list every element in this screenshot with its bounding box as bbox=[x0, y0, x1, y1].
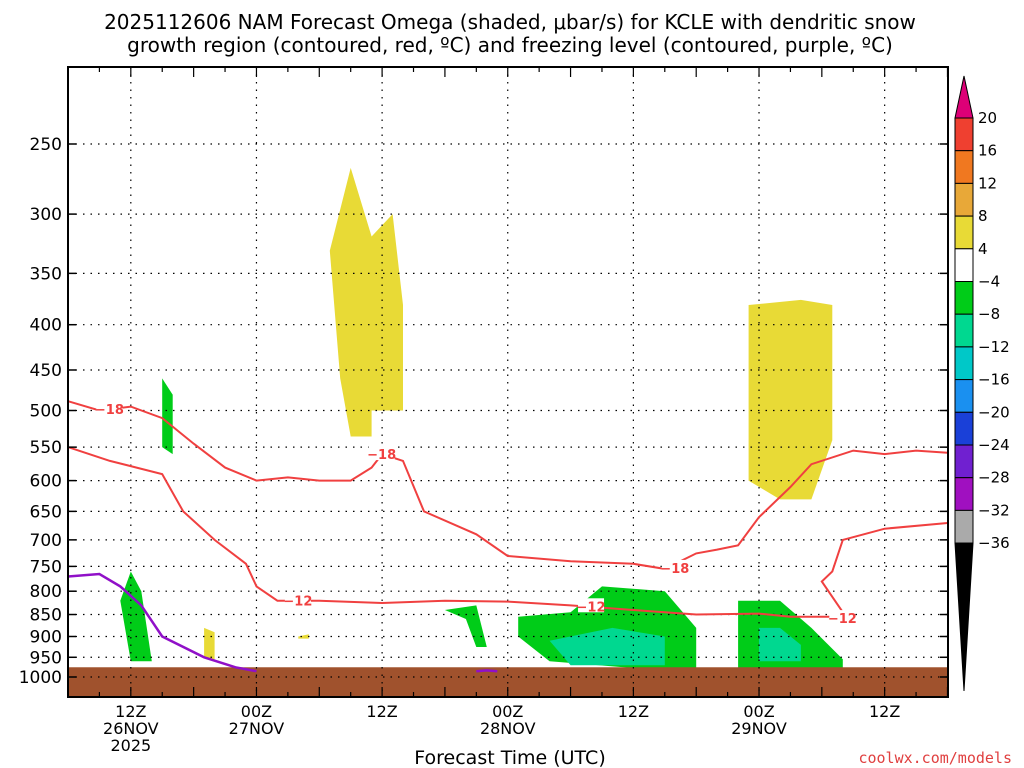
dgz-contour bbox=[67, 446, 948, 618]
colorbar-tick-label: −32 bbox=[978, 501, 1010, 519]
x-tick-label: 00Z bbox=[241, 702, 272, 721]
x-tick-label: 28NOV bbox=[480, 719, 536, 738]
colorbar-segment bbox=[954, 150, 974, 184]
colorbar-bottom-arrow bbox=[954, 542, 974, 692]
y-tick-label: 850 bbox=[30, 606, 62, 626]
colorbar-segment bbox=[954, 477, 974, 511]
colorbar: 20 16 12 8 4 −4 −8 −12 −16 −20 −24 −28 −32 −36 bbox=[954, 75, 1010, 692]
colorbar-tick-label: −16 bbox=[978, 371, 1010, 389]
y-tick-label: 950 bbox=[30, 648, 62, 668]
dgz-contour-label: −18 bbox=[660, 562, 689, 577]
freezing-level-contour bbox=[476, 669, 498, 673]
omega-region bbox=[759, 627, 801, 662]
colorbar-segment bbox=[954, 215, 974, 250]
x-tick-label: 2025 bbox=[110, 736, 151, 755]
colorbar-segment bbox=[954, 509, 974, 544]
x-axis-label: Forecast Time (UTC) bbox=[414, 747, 605, 768]
omega-region bbox=[444, 605, 487, 647]
colorbar-segment bbox=[954, 313, 974, 348]
colorbar-segment bbox=[954, 182, 974, 217]
chart-title-line-1: 2025112606 NAM Forecast Omega (shaded, μ… bbox=[104, 10, 916, 34]
colorbar-top-arrow bbox=[954, 75, 974, 119]
y-tick-label: 550 bbox=[30, 438, 62, 458]
y-tick-label: 600 bbox=[30, 472, 62, 492]
x-tick-label: 00Z bbox=[492, 702, 523, 721]
x-tick-label: 29NOV bbox=[731, 719, 787, 738]
colorbar-segment bbox=[954, 248, 974, 283]
colorbar-tick-label: 16 bbox=[978, 142, 997, 160]
plot-area: −18 −18 −18 −12 −12 −12 250 300 350 400 450 500 550 6… bbox=[19, 66, 949, 755]
colorbar-tick-label: −24 bbox=[978, 436, 1010, 454]
colorbar-segment bbox=[954, 411, 974, 446]
colorbar-segment bbox=[954, 117, 974, 152]
omega-region bbox=[549, 627, 665, 666]
colorbar-tick-label: 4 bbox=[978, 240, 988, 258]
omega-region bbox=[329, 167, 403, 437]
omega-region bbox=[120, 571, 152, 662]
y-tick-label: 900 bbox=[30, 627, 62, 647]
credit-text: coolwx.com/models bbox=[858, 749, 1012, 767]
colorbar-tick-label: −4 bbox=[978, 273, 1000, 291]
dgz-contour-label: −12 bbox=[577, 600, 606, 615]
dgz-contour-label: −18 bbox=[367, 448, 396, 463]
y-tick-label: 650 bbox=[30, 502, 62, 522]
contour-label-bg bbox=[661, 559, 688, 574]
contour-label-bg bbox=[284, 592, 311, 607]
y-tick-label: 750 bbox=[30, 557, 62, 577]
colorbar-tick-label: −36 bbox=[978, 534, 1010, 552]
dgz-contour bbox=[67, 400, 948, 570]
y-tick-label: 700 bbox=[30, 531, 62, 551]
colorbar-tick-label: −8 bbox=[978, 305, 1000, 323]
freezing-level-contour bbox=[67, 572, 257, 673]
omega-region bbox=[204, 627, 215, 662]
x-tick-label: 00Z bbox=[743, 702, 774, 721]
y-tick-label: 500 bbox=[30, 402, 62, 422]
y-tick-label: 350 bbox=[30, 264, 62, 284]
colorbar-segment bbox=[954, 444, 974, 479]
contour-label-bg bbox=[368, 446, 395, 461]
x-tick-label: 27NOV bbox=[229, 719, 285, 738]
contour-label-bg bbox=[96, 400, 123, 415]
colorbar-segment bbox=[954, 281, 974, 315]
omega-region bbox=[748, 299, 833, 500]
y-tick-label: 400 bbox=[30, 316, 62, 336]
chart-title-line-2: growth region (contoured, red, ºC) and f… bbox=[127, 33, 893, 57]
colorbar-segment bbox=[954, 379, 974, 413]
colorbar-segment bbox=[954, 346, 974, 381]
dgz-contour-label: −12 bbox=[283, 595, 312, 610]
omega-region bbox=[162, 378, 173, 455]
x-tick-label: 12Z bbox=[869, 702, 900, 721]
colorbar-tick-label: −20 bbox=[978, 403, 1010, 421]
dgz-contour-label: −18 bbox=[95, 403, 124, 418]
colorbar-tick-label: 20 bbox=[978, 109, 997, 127]
contour-label-bg bbox=[578, 598, 605, 613]
y-tick-label: 450 bbox=[30, 361, 62, 381]
colorbar-tick-label: −28 bbox=[978, 469, 1010, 487]
y-tick-label: 300 bbox=[30, 205, 62, 225]
x-tick-label: 12Z bbox=[618, 702, 649, 721]
dgz-contour-label: −12 bbox=[828, 612, 857, 627]
x-tick-label: 12Z bbox=[115, 702, 146, 721]
y-tick-label: 800 bbox=[30, 582, 62, 602]
colorbar-tick-label: −12 bbox=[978, 338, 1010, 356]
x-tick-label: 12Z bbox=[366, 702, 397, 721]
y-tick-label: 250 bbox=[30, 135, 62, 155]
x-tick-label: 26NOV bbox=[103, 719, 159, 738]
colorbar-tick-label: 12 bbox=[978, 174, 997, 192]
contour-label-bg bbox=[829, 610, 856, 625]
omega-region bbox=[298, 634, 309, 639]
y-tick-label: 1000 bbox=[19, 668, 62, 688]
colorbar-tick-label: 8 bbox=[978, 207, 988, 225]
